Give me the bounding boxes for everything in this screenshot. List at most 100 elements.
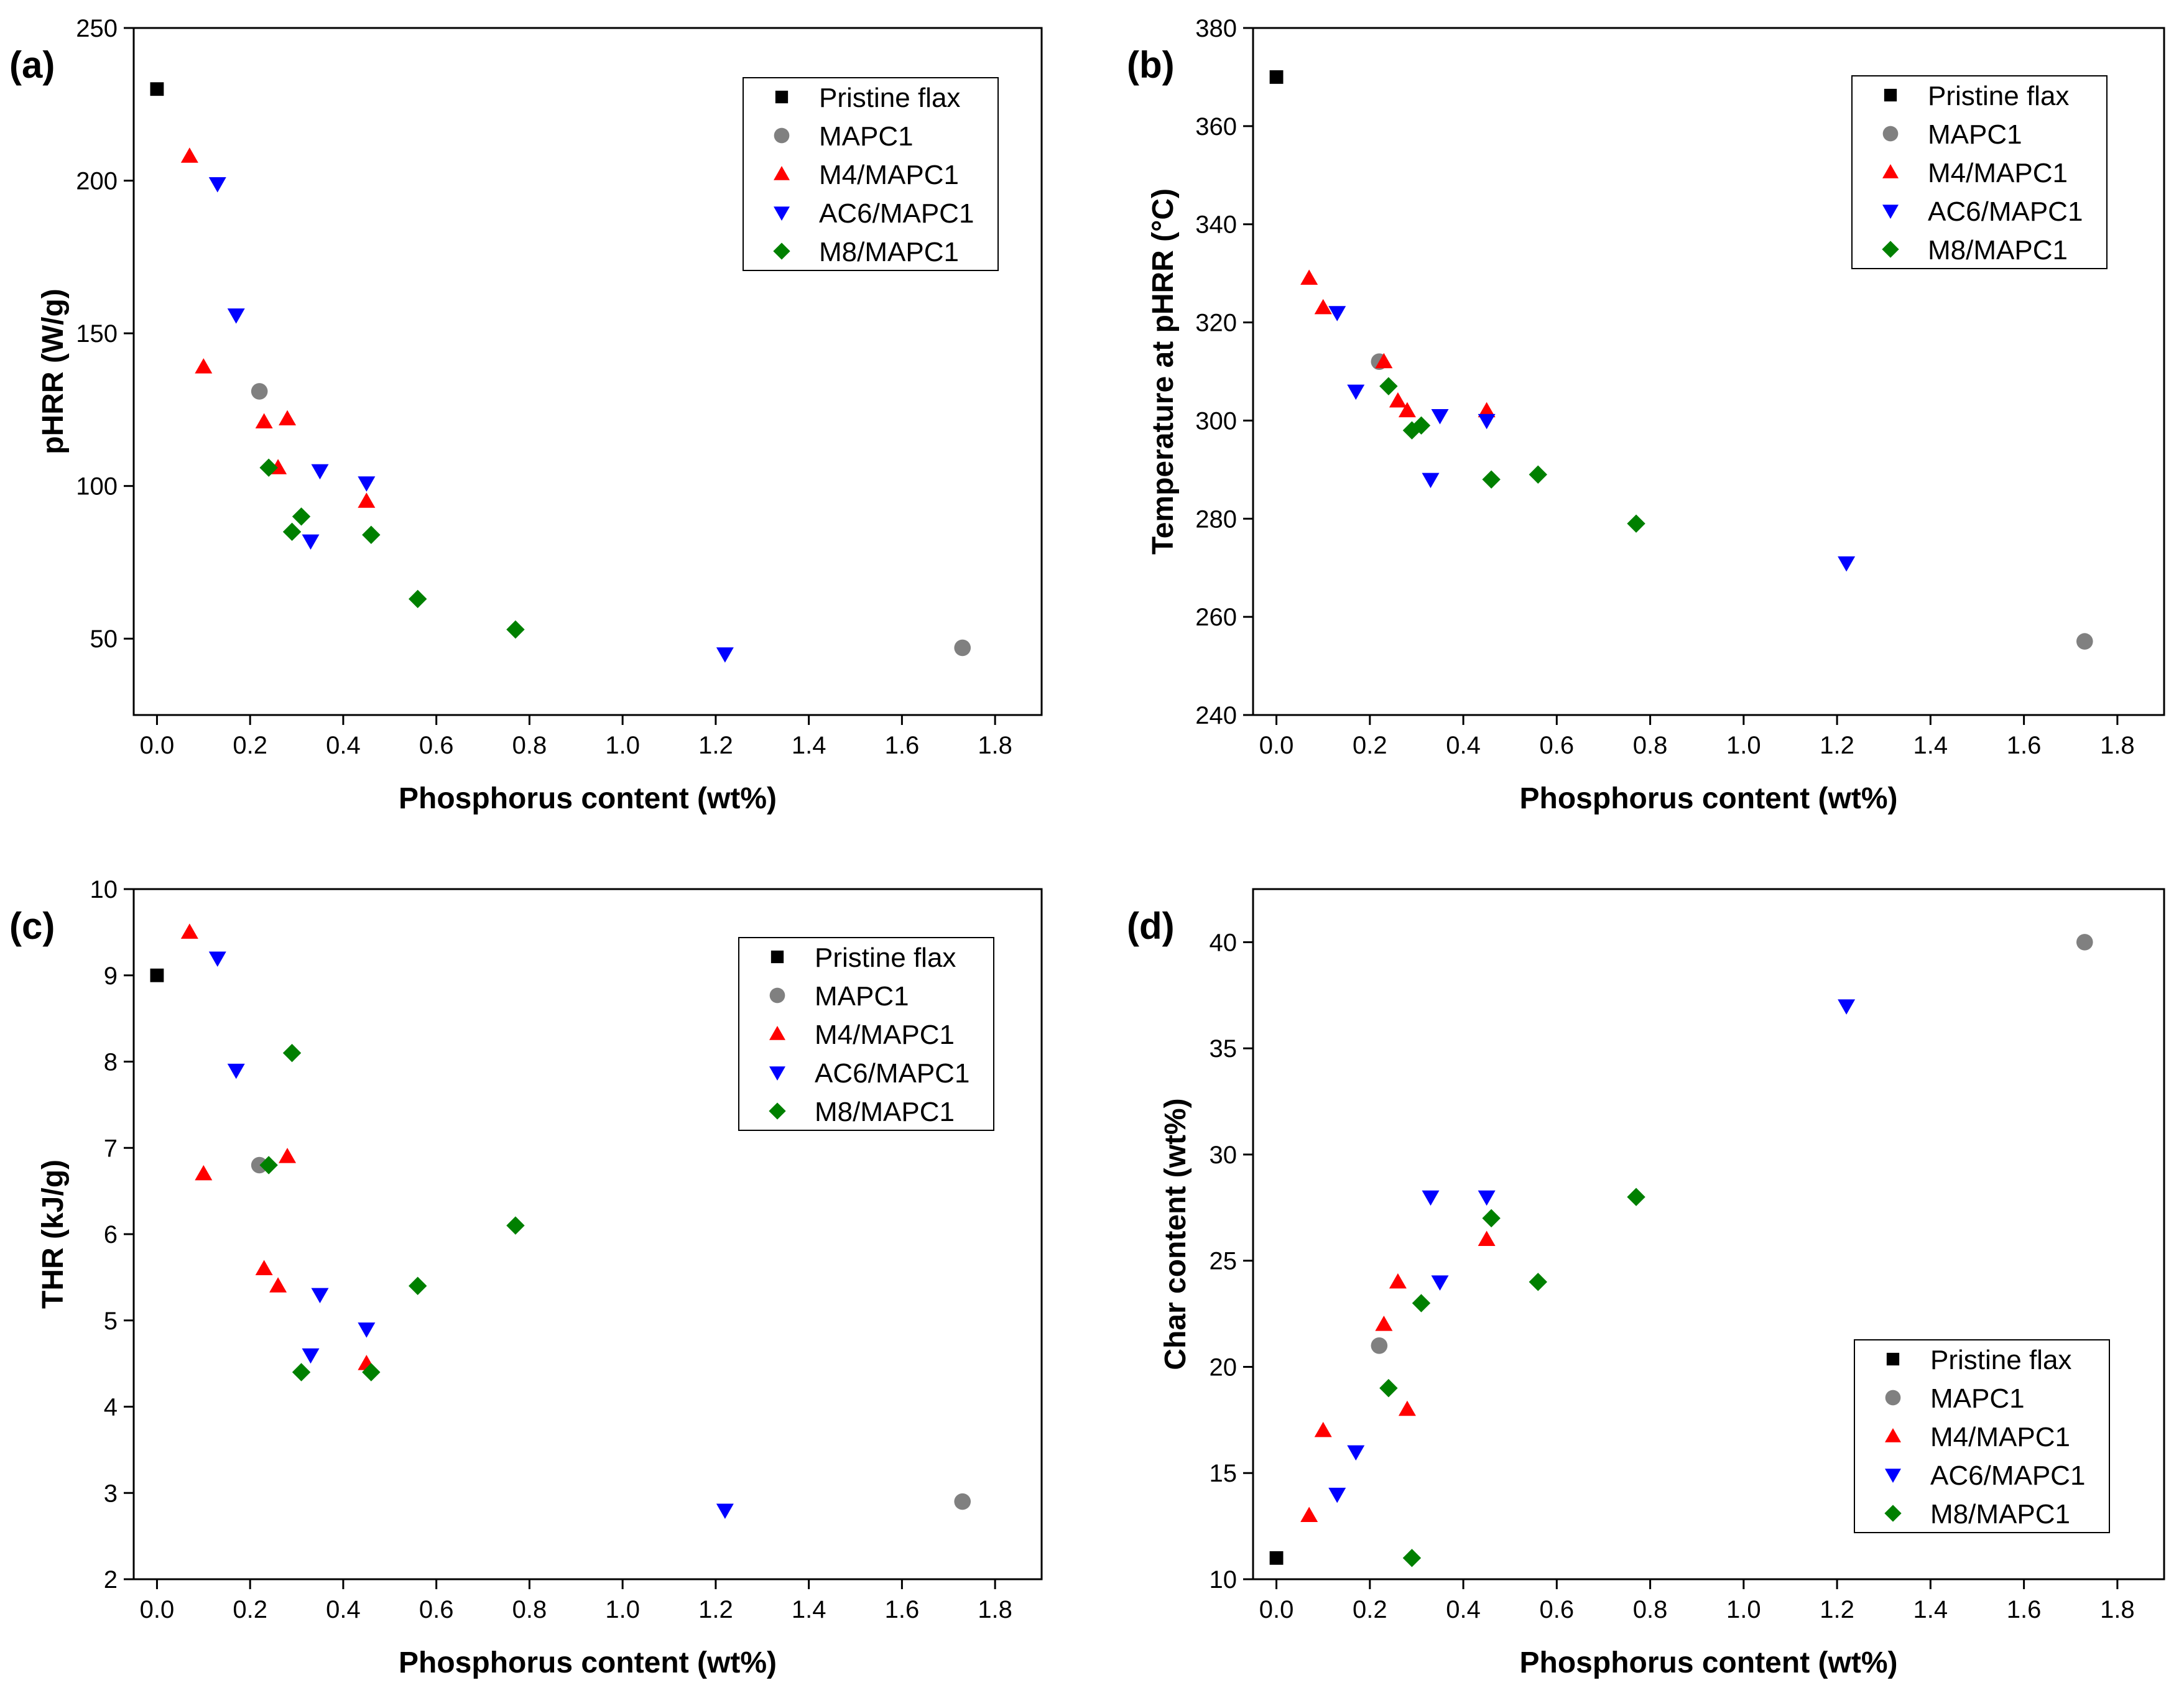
legend: Pristine flax MAPC1 M4/MAPC1 AC6/MAPC1 M8/MA… xyxy=(1854,1339,2110,1533)
x-tick-label: 0.6 xyxy=(1540,1596,1575,1623)
y-tick-label: 10 xyxy=(90,876,118,903)
x-tick-label: 0.4 xyxy=(326,732,361,759)
data-point xyxy=(208,951,226,967)
data-point xyxy=(1389,392,1407,408)
legend: Pristine flax MAPC1 M4/MAPC1 AC6/MAPC1 M8/MA… xyxy=(738,937,994,1131)
x-tick-label: 1.6 xyxy=(2007,732,2042,759)
data-point xyxy=(150,82,164,96)
series-m4-mapc1 xyxy=(180,923,376,1370)
legend-marker xyxy=(1885,1390,1901,1406)
data-point xyxy=(1478,1190,1496,1206)
data-point xyxy=(358,476,376,492)
x-tick-label: 0.2 xyxy=(233,732,267,759)
y-tick-label: 200 xyxy=(76,168,118,195)
legend: Pristine flax MAPC1 M4/MAPC1 AC6/MAPC1 M8/MA… xyxy=(1851,75,2108,269)
x-tick-label: 0.8 xyxy=(512,732,547,759)
y-tick-label: 250 xyxy=(76,15,118,42)
series-mapc1 xyxy=(251,383,971,657)
plot-frame xyxy=(1252,27,2165,716)
series-ac6-mapc1 xyxy=(1328,999,1856,1503)
legend-marker xyxy=(769,987,785,1003)
legend-label: AC6/MAPC1 xyxy=(815,1058,969,1089)
x-tick-label: 1.0 xyxy=(605,1596,640,1623)
data-point xyxy=(1412,416,1431,435)
y-tick-label: 15 xyxy=(1210,1460,1238,1487)
legend-label: Pristine flax xyxy=(815,943,956,973)
data-point xyxy=(1478,413,1496,430)
data-point xyxy=(358,492,376,508)
data-point xyxy=(1375,353,1393,369)
data-point xyxy=(1389,1273,1407,1289)
legend-marker xyxy=(1882,205,1899,219)
data-point xyxy=(255,413,273,429)
data-point xyxy=(1328,306,1346,321)
data-point xyxy=(1482,1209,1501,1228)
data-point xyxy=(1398,402,1416,418)
y-tick-label: 6 xyxy=(104,1221,118,1248)
x-tick-label: 1.4 xyxy=(1913,1596,1948,1623)
series-pristine-flax xyxy=(150,82,164,96)
x-tick-label: 1.2 xyxy=(698,1596,733,1623)
data-point xyxy=(1328,1487,1346,1503)
data-point xyxy=(195,358,213,374)
data-point xyxy=(362,525,381,544)
plot-frame xyxy=(1252,888,2165,1580)
x-tick-label: 0.8 xyxy=(1633,732,1668,759)
y-tick-label: 320 xyxy=(1195,310,1237,337)
legend-label: MAPC1 xyxy=(1928,119,2022,150)
series-m4-mapc1 xyxy=(1300,1230,1496,1523)
x-tick-label: 1.4 xyxy=(792,732,826,759)
x-tick-label: 1.4 xyxy=(792,1596,826,1623)
legend-label: MAPC1 xyxy=(1930,1383,2025,1414)
data-point xyxy=(1402,421,1422,440)
legend-marker xyxy=(770,950,784,964)
x-tick-label: 1.4 xyxy=(1913,732,1948,759)
y-tick-label: 5 xyxy=(104,1308,118,1335)
x-tick-label: 0.2 xyxy=(233,1596,267,1623)
data-point xyxy=(506,1216,525,1235)
data-point xyxy=(1314,1421,1332,1437)
x-tick-label: 0.8 xyxy=(512,1596,547,1623)
y-tick-label: 380 xyxy=(1195,15,1237,42)
data-point xyxy=(255,1260,273,1275)
data-point xyxy=(292,1363,311,1382)
panel-d: 0.0 0.2 0.4 0.6 0.8 1.0 1.2 1.4 1.6 1.8 10 15 20 25 30… xyxy=(1127,888,2165,1679)
x-tick-label: 0.2 xyxy=(1353,1596,1387,1623)
panel-a: 0.0 0.2 0.4 0.6 0.8 1.0 1.2 1.4 1.6 1.8 50 100 150 20… xyxy=(9,15,1043,815)
series-m8-mapc1 xyxy=(1379,1188,1645,1567)
data-point xyxy=(358,1322,376,1338)
x-axis-title: Phosphorus content (wt%) xyxy=(399,782,777,815)
data-point xyxy=(1402,1549,1422,1567)
x-tick-label: 0.4 xyxy=(1446,1596,1481,1623)
data-point xyxy=(1627,514,1645,533)
x-tick-label: 1.0 xyxy=(1726,1596,1761,1623)
series-m8-mapc1 xyxy=(259,458,525,639)
data-point xyxy=(227,1063,245,1079)
series-ac6-mapc1 xyxy=(208,951,734,1519)
x-tick-label: 0.6 xyxy=(419,732,454,759)
data-point xyxy=(195,1165,213,1181)
x-tick-label: 0.0 xyxy=(1259,732,1294,759)
legend-label: AC6/MAPC1 xyxy=(819,198,974,229)
x-tick-label: 0.0 xyxy=(140,732,175,759)
series-mapc1 xyxy=(1371,353,2093,650)
legend-label: AC6/MAPC1 xyxy=(1928,196,2083,227)
legend-label: Pristine flax xyxy=(1930,1345,2071,1375)
legend-label: Pristine flax xyxy=(1928,81,2069,111)
legend-marker xyxy=(1884,1505,1902,1522)
data-point xyxy=(302,1348,320,1364)
data-point xyxy=(409,1276,427,1295)
panel-label: (a) xyxy=(9,44,55,86)
panel-label: (c) xyxy=(9,905,55,947)
y-tick-label: 340 xyxy=(1195,211,1237,239)
series-m8-mapc1 xyxy=(259,1043,525,1382)
data-point xyxy=(150,968,164,982)
series-ac6-mapc1 xyxy=(208,177,734,663)
y-tick-label: 8 xyxy=(104,1049,118,1076)
legend-label: M8/MAPC1 xyxy=(819,237,959,267)
data-point xyxy=(1412,1294,1431,1312)
series-pristine-flax xyxy=(150,968,164,982)
x-tick-label: 1.6 xyxy=(2007,1596,2042,1623)
x-tick-label: 1.2 xyxy=(1820,1596,1854,1623)
x-axis-title: Phosphorus content (wt%) xyxy=(399,1646,777,1679)
